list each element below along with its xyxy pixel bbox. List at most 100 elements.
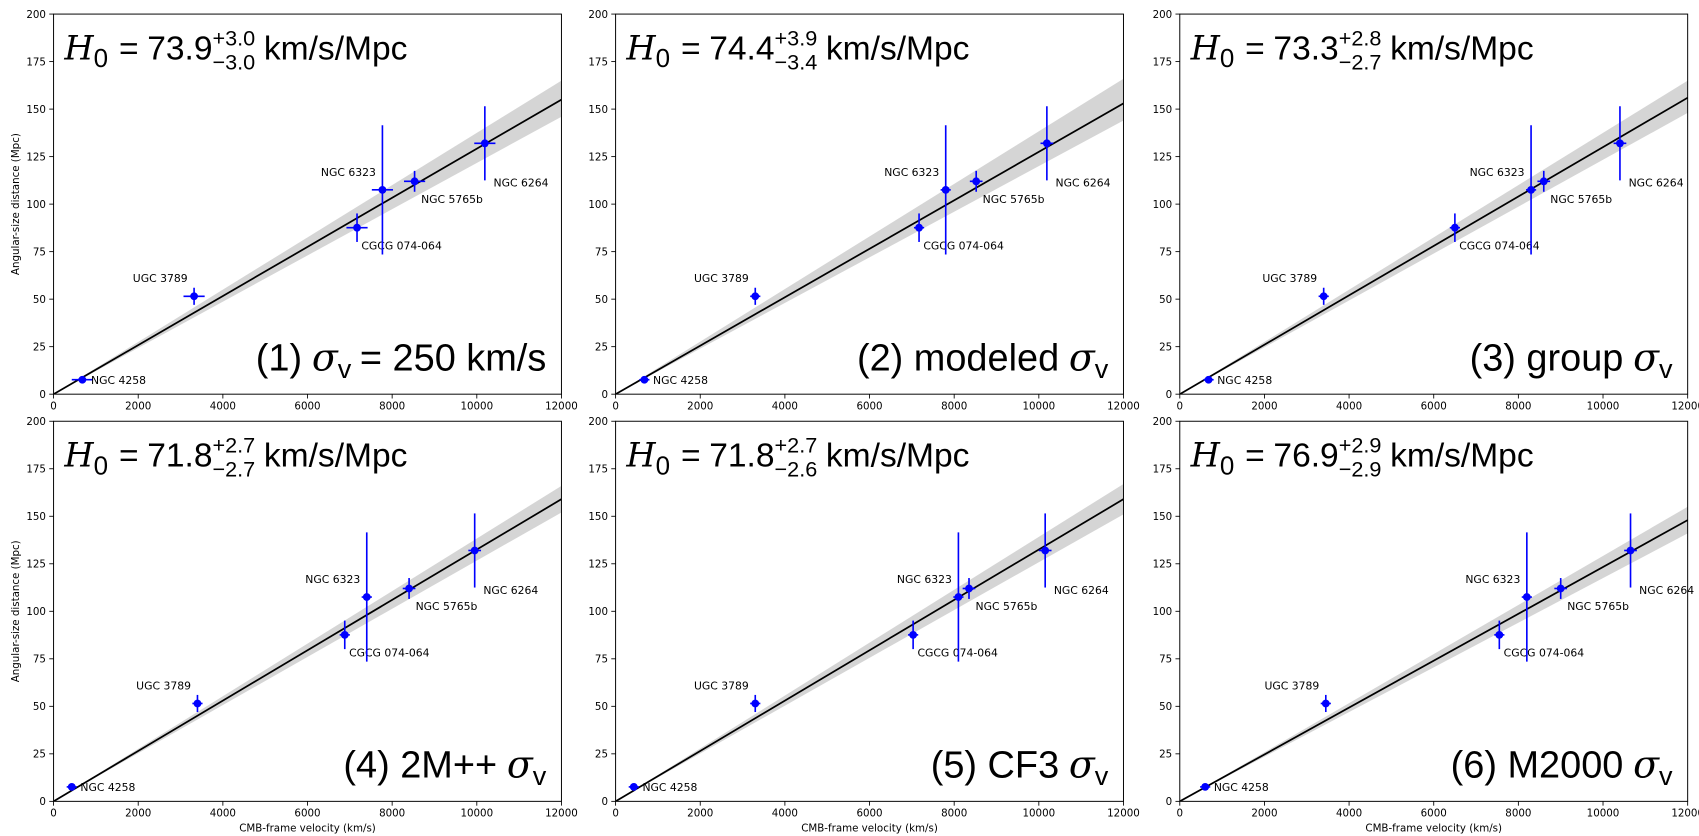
point-label: NGC 6264	[1629, 177, 1684, 190]
axes-frame	[615, 420, 1124, 802]
h0-title: H0 = 73.9+3.0 −3.0 km/s/Mpc	[63, 25, 407, 74]
h0-value: 71.8	[709, 438, 774, 475]
x-tick-label: 2000	[125, 400, 151, 412]
y-tick-label: 50	[595, 294, 608, 306]
panel-number: (1)	[256, 337, 302, 379]
panel-number: (5) CF3	[931, 745, 1059, 787]
axes-frame	[615, 13, 1124, 395]
sigma-sub: v	[533, 760, 547, 791]
point	[193, 699, 202, 708]
x-tick-label: 8000	[941, 808, 967, 820]
x-tick-label: 12000	[1107, 808, 1140, 820]
point-label: NGC 6323	[884, 166, 939, 179]
point-label: CGCG 074-064	[361, 239, 442, 252]
x-tick-label: 12000	[1107, 400, 1140, 412]
y-tick-label: 150	[1153, 511, 1173, 523]
point	[1204, 375, 1213, 384]
y-tick-label: 25	[1159, 749, 1172, 761]
axes-frame	[53, 13, 562, 395]
h0-symbol: H	[1190, 436, 1221, 475]
x-tick-label: 0	[50, 808, 57, 820]
point	[1495, 630, 1504, 639]
h0-plus: +2.7	[212, 433, 255, 458]
point-label: UGC 3789	[136, 679, 191, 692]
x-tick-label: 10000	[1022, 400, 1055, 412]
x-tick-label: 2000	[687, 808, 713, 820]
x-tick-label: 0	[1177, 808, 1184, 820]
x-tick-label: 12000	[1671, 808, 1699, 820]
fit-line	[1179, 96, 1688, 395]
h0-symbol-sub: 0	[94, 43, 108, 73]
point-label: CGCG 074-064	[349, 647, 430, 660]
h0-plus: +2.8	[1339, 25, 1382, 50]
axes-frame	[1179, 13, 1689, 395]
point	[1522, 593, 1531, 601]
point	[1321, 699, 1330, 708]
y-tick-label: 150	[26, 104, 46, 116]
sigma: σ	[1633, 743, 1660, 787]
panel-number: (3) group	[1470, 337, 1624, 379]
point-label: NGC 5765b	[983, 193, 1045, 206]
point	[362, 593, 371, 601]
equals: =	[1245, 31, 1265, 68]
y-tick-label: 150	[588, 511, 608, 523]
equals: =	[681, 31, 701, 68]
y-tick-label: 125	[588, 151, 608, 163]
h0-symbol: H	[1190, 29, 1221, 68]
x-tick-label: 10000	[1022, 808, 1055, 820]
unit: km/s/Mpc	[826, 438, 970, 475]
x-tick-label: 6000	[856, 400, 882, 412]
x-tick-label: 2000	[1251, 400, 1277, 412]
equals: =	[119, 438, 139, 475]
y-tick-label: 175	[26, 56, 46, 68]
point-label: NGC 4258	[1214, 781, 1269, 794]
x-tick-label: 8000	[379, 808, 405, 820]
x-tick-label: 4000	[1336, 400, 1362, 412]
unit: km/s/Mpc	[1390, 438, 1534, 475]
h0-symbol-sub: 0	[656, 43, 670, 73]
point	[751, 292, 760, 301]
x-tick-label: 6000	[294, 400, 320, 412]
point	[378, 185, 387, 194]
y-tick-label: 175	[588, 464, 608, 476]
point-label: NGC 6323	[1470, 166, 1525, 179]
y-tick-label: 200	[26, 9, 46, 21]
x-tick-label: 8000	[1505, 808, 1531, 820]
y-tick-label: 25	[595, 341, 608, 353]
x-axis-label: CMB-frame velocity (km/s)	[801, 823, 938, 835]
point-label: NGC 6264	[1639, 584, 1694, 597]
h0-value: 76.9	[1273, 438, 1338, 475]
point	[640, 375, 649, 384]
point-label: NGC 4258	[642, 781, 697, 794]
point-label: NGC 6264	[1054, 584, 1109, 597]
y-tick-label: 75	[1159, 246, 1172, 258]
point	[1319, 292, 1328, 301]
y-tick-label: 150	[588, 104, 608, 116]
point	[67, 783, 76, 791]
sigma: σ	[507, 743, 534, 787]
unit: km/s/Mpc	[1390, 31, 1534, 68]
x-tick-label: 8000	[1505, 400, 1531, 412]
h0-minus: −3.4	[775, 49, 818, 74]
point-label: CGCG 074-064	[1504, 647, 1585, 660]
x-tick-label: 2000	[687, 400, 713, 412]
point	[629, 783, 638, 791]
point	[751, 699, 760, 708]
h0-symbol-sub: 0	[656, 450, 670, 480]
point-label: NGC 6264	[483, 584, 538, 597]
point-label: NGC 6264	[494, 177, 549, 190]
x-tick-label: 10000	[460, 400, 493, 412]
point	[915, 223, 923, 232]
sigma-sub: v	[1095, 353, 1109, 384]
x-tick-label: 12000	[545, 400, 578, 412]
sigma: σ	[1633, 335, 1660, 379]
x-tick-label: 6000	[294, 808, 320, 820]
h0-minus: −2.7	[1339, 49, 1382, 74]
x-tick-label: 0	[50, 400, 57, 412]
point-label: NGC 5765b	[1567, 600, 1629, 613]
panel-label: (4) 2M++ σv	[343, 743, 546, 792]
point	[965, 584, 973, 593]
point-label: NGC 6323	[305, 573, 360, 586]
h0-minus: −3.0	[212, 49, 255, 74]
y-tick-label: 125	[1153, 151, 1173, 163]
